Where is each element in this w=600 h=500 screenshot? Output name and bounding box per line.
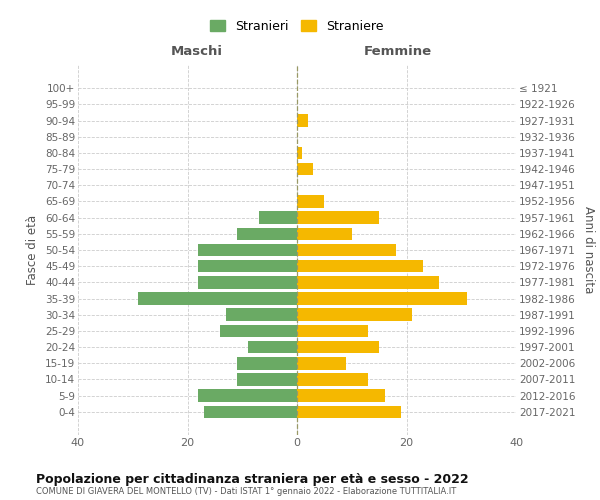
Bar — [297, 260, 423, 272]
Bar — [297, 341, 379, 353]
Bar — [237, 373, 297, 386]
Bar — [199, 260, 297, 272]
Bar — [259, 212, 297, 224]
Bar — [297, 244, 395, 256]
Y-axis label: Fasce di età: Fasce di età — [26, 215, 40, 285]
Bar — [297, 390, 385, 402]
Text: COMUNE DI GIAVERA DEL MONTELLO (TV) - Dati ISTAT 1° gennaio 2022 - Elaborazione : COMUNE DI GIAVERA DEL MONTELLO (TV) - Da… — [36, 488, 456, 496]
Bar — [297, 292, 467, 305]
Text: Popolazione per cittadinanza straniera per età e sesso - 2022: Popolazione per cittadinanza straniera p… — [36, 472, 469, 486]
Bar — [297, 373, 368, 386]
Bar — [199, 244, 297, 256]
Bar — [226, 308, 297, 321]
Bar — [237, 228, 297, 240]
Bar — [297, 406, 401, 418]
Text: Maschi: Maschi — [170, 44, 222, 58]
Bar — [297, 308, 412, 321]
Text: Femmine: Femmine — [364, 44, 432, 58]
Bar — [297, 228, 352, 240]
Bar — [297, 357, 346, 370]
Bar — [204, 406, 297, 418]
Bar — [199, 390, 297, 402]
Bar — [138, 292, 297, 305]
Y-axis label: Anni di nascita: Anni di nascita — [582, 206, 595, 294]
Bar — [297, 195, 325, 208]
Bar — [297, 324, 368, 337]
Legend: Stranieri, Straniere: Stranieri, Straniere — [206, 16, 388, 36]
Bar — [220, 324, 297, 337]
Bar — [199, 276, 297, 288]
Bar — [248, 341, 297, 353]
Bar — [237, 357, 297, 370]
Bar — [297, 212, 379, 224]
Bar — [297, 146, 302, 159]
Bar — [297, 114, 308, 127]
Bar — [297, 163, 313, 175]
Bar — [297, 276, 439, 288]
